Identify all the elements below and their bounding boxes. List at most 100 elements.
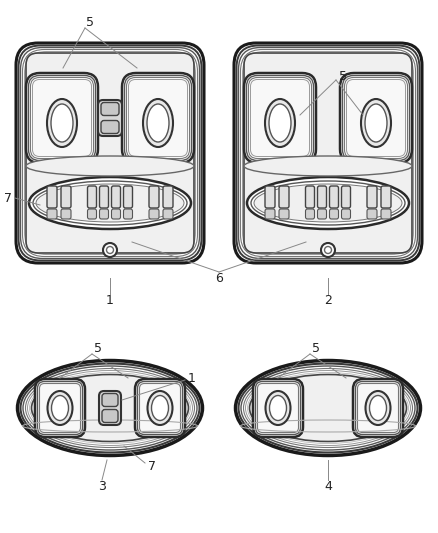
Ellipse shape [148,391,173,425]
FancyBboxPatch shape [318,186,326,208]
Ellipse shape [29,177,191,229]
Ellipse shape [18,360,202,456]
FancyBboxPatch shape [28,76,95,160]
FancyBboxPatch shape [329,186,339,208]
Ellipse shape [51,104,73,142]
FancyBboxPatch shape [318,209,326,219]
FancyBboxPatch shape [139,384,180,432]
FancyBboxPatch shape [124,186,133,208]
FancyBboxPatch shape [18,45,201,261]
FancyBboxPatch shape [47,186,57,208]
FancyBboxPatch shape [22,50,198,256]
FancyBboxPatch shape [357,384,399,432]
Ellipse shape [47,99,77,147]
FancyBboxPatch shape [124,209,133,219]
FancyBboxPatch shape [237,45,420,261]
Ellipse shape [25,368,194,448]
Circle shape [103,243,117,257]
FancyBboxPatch shape [26,53,194,253]
FancyBboxPatch shape [124,76,191,160]
FancyBboxPatch shape [346,79,406,157]
FancyBboxPatch shape [122,73,194,163]
FancyBboxPatch shape [258,384,299,432]
Ellipse shape [265,99,295,147]
Ellipse shape [244,156,412,176]
FancyBboxPatch shape [244,73,316,163]
FancyBboxPatch shape [244,53,412,253]
FancyBboxPatch shape [21,47,199,259]
Ellipse shape [241,366,415,450]
FancyBboxPatch shape [35,379,85,437]
FancyBboxPatch shape [39,384,81,432]
FancyBboxPatch shape [98,100,122,136]
Ellipse shape [269,104,291,142]
FancyBboxPatch shape [240,50,416,256]
Ellipse shape [152,395,169,421]
Ellipse shape [21,364,199,453]
Ellipse shape [250,375,406,441]
FancyBboxPatch shape [305,209,314,219]
FancyBboxPatch shape [353,379,403,437]
FancyBboxPatch shape [88,209,96,219]
FancyBboxPatch shape [342,209,350,219]
FancyBboxPatch shape [279,186,289,208]
Text: 2: 2 [324,295,332,308]
FancyBboxPatch shape [239,47,417,259]
Ellipse shape [147,104,169,142]
FancyBboxPatch shape [251,79,310,157]
FancyBboxPatch shape [367,209,377,219]
Ellipse shape [143,99,173,147]
Ellipse shape [251,181,405,225]
Ellipse shape [254,184,402,222]
Text: 5: 5 [94,342,102,354]
Ellipse shape [244,368,413,448]
FancyBboxPatch shape [101,120,119,133]
FancyBboxPatch shape [128,79,187,157]
FancyBboxPatch shape [25,52,195,254]
FancyBboxPatch shape [16,43,204,263]
FancyBboxPatch shape [243,52,413,254]
FancyBboxPatch shape [88,186,96,208]
FancyBboxPatch shape [102,409,118,423]
Text: 1: 1 [188,372,196,384]
Text: 5: 5 [86,15,94,28]
Ellipse shape [269,395,286,421]
FancyBboxPatch shape [329,209,339,219]
FancyBboxPatch shape [279,209,289,219]
Ellipse shape [28,370,192,446]
FancyBboxPatch shape [32,79,92,157]
Text: 6: 6 [215,272,223,286]
FancyBboxPatch shape [381,186,391,208]
FancyBboxPatch shape [265,209,275,219]
Ellipse shape [52,395,68,421]
Ellipse shape [370,395,386,421]
FancyBboxPatch shape [99,186,109,208]
FancyBboxPatch shape [234,43,422,263]
Text: 4: 4 [324,481,332,494]
Text: 7: 7 [148,461,156,473]
Ellipse shape [247,373,409,443]
FancyBboxPatch shape [255,382,300,434]
FancyBboxPatch shape [135,379,185,437]
Text: 5: 5 [312,342,320,354]
FancyBboxPatch shape [163,209,173,219]
Ellipse shape [365,391,391,425]
Ellipse shape [246,370,410,446]
Ellipse shape [361,99,391,147]
Ellipse shape [33,181,187,225]
Ellipse shape [29,373,191,443]
FancyBboxPatch shape [163,186,173,208]
Ellipse shape [47,391,73,425]
FancyBboxPatch shape [38,382,82,434]
Ellipse shape [239,364,417,453]
Ellipse shape [23,366,197,450]
FancyBboxPatch shape [342,186,350,208]
FancyBboxPatch shape [345,77,407,158]
FancyBboxPatch shape [340,73,412,163]
FancyBboxPatch shape [99,209,109,219]
FancyBboxPatch shape [305,186,314,208]
FancyBboxPatch shape [112,186,120,208]
Ellipse shape [365,104,387,142]
FancyBboxPatch shape [149,186,159,208]
FancyBboxPatch shape [47,209,57,219]
